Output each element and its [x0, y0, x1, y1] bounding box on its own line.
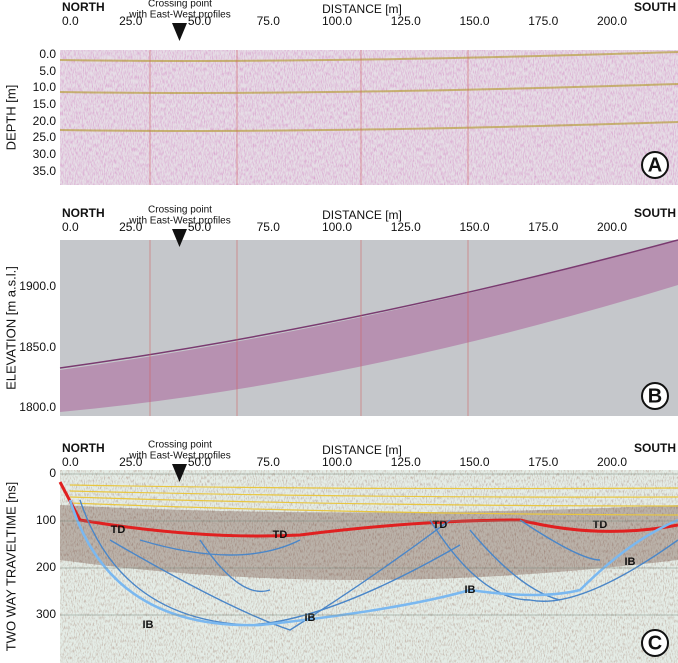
x-tick-label: 200.0 — [597, 220, 627, 234]
y-tick-label: 300 — [36, 607, 56, 621]
x-tick-label: 125.0 — [391, 220, 421, 234]
dark-band — [60, 505, 678, 580]
y-tick-label: 15.0 — [33, 97, 57, 111]
annotation: IB — [465, 584, 476, 596]
crossing-label: with East-West profiles — [128, 10, 231, 21]
north-label: NORTH — [62, 441, 105, 455]
y-tick-label: 20.0 — [33, 114, 57, 128]
x-tick-label: 200.0 — [597, 14, 627, 28]
x-tick-label: 125.0 — [391, 455, 421, 469]
panel-letter: B — [648, 385, 662, 407]
y-tick-label: 1800.0 — [19, 400, 56, 414]
y-tick-label: 200 — [36, 560, 56, 574]
annotation: IB — [625, 556, 636, 568]
y-tick-label: 0.0 — [39, 47, 56, 61]
annotation: TD — [273, 529, 288, 541]
y-axis-label: DEPTH [m] — [3, 85, 18, 151]
crossing-marker — [172, 23, 187, 41]
annotation: TD — [111, 524, 126, 536]
panel-letter: A — [648, 154, 662, 176]
south-label: SOUTH — [634, 441, 676, 455]
y-tick-label: 1850.0 — [19, 340, 56, 354]
crossing-label: Crossing point — [148, 0, 212, 10]
x-tick-label: 100.0 — [322, 220, 352, 234]
x-tick-label: 75.0 — [257, 220, 281, 234]
y-tick-label: 10.0 — [33, 80, 57, 94]
x-tick-label: 50.0 — [188, 455, 212, 469]
x-tick-label: 0.0 — [62, 220, 79, 234]
south-label: SOUTH — [634, 206, 676, 220]
x-tick-label: 150.0 — [459, 220, 489, 234]
y-axis-label: TWO WAY TRAVELTIME [ns] — [3, 482, 18, 652]
x-tick-label: 0.0 — [62, 14, 79, 28]
x-tick-label: 175.0 — [528, 220, 558, 234]
y-tick-label: 35.0 — [33, 164, 57, 178]
north-label: NORTH — [62, 0, 105, 14]
figure: NORTHSOUTHDISTANCE [m]Crossing pointwith… — [0, 0, 678, 663]
x-tick-label: 25.0 — [119, 455, 143, 469]
y-tick-label: 25.0 — [33, 130, 57, 144]
x-tick-label: 150.0 — [459, 14, 489, 28]
panel-letter: C — [648, 632, 662, 654]
annotation: IB — [305, 612, 316, 624]
crossing-label: with East-West profiles — [128, 451, 231, 462]
x-tick-label: 200.0 — [597, 455, 627, 469]
y-tick-label: 5.0 — [39, 64, 56, 78]
x-tick-label: 150.0 — [459, 455, 489, 469]
crossing-label: Crossing point — [148, 440, 212, 451]
x-tick-label: 25.0 — [119, 14, 143, 28]
annotation: IB — [143, 619, 154, 631]
x-tick-label: 25.0 — [119, 220, 143, 234]
south-label: SOUTH — [634, 0, 676, 14]
radargram-noise — [60, 50, 678, 185]
x-tick-label: 75.0 — [257, 455, 281, 469]
y-tick-label: 100 — [36, 513, 56, 527]
crossing-label: Crossing point — [148, 205, 212, 216]
y-tick-label: 1900.0 — [19, 279, 56, 293]
crossing-label: with East-West profiles — [128, 216, 231, 227]
x-tick-label: 175.0 — [528, 455, 558, 469]
y-tick-label: 30.0 — [33, 147, 57, 161]
x-tick-label: 175.0 — [528, 14, 558, 28]
north-label: NORTH — [62, 206, 105, 220]
x-tick-label: 0.0 — [62, 455, 79, 469]
y-axis-label: ELEVATION [m a.s.l.] — [3, 266, 18, 390]
x-tick-label: 50.0 — [188, 14, 212, 28]
x-tick-label: 100.0 — [322, 455, 352, 469]
x-tick-label: 125.0 — [391, 14, 421, 28]
x-tick-label: 100.0 — [322, 14, 352, 28]
x-tick-label: 50.0 — [188, 220, 212, 234]
x-tick-label: 75.0 — [257, 14, 281, 28]
y-tick-label: 0 — [49, 466, 56, 480]
